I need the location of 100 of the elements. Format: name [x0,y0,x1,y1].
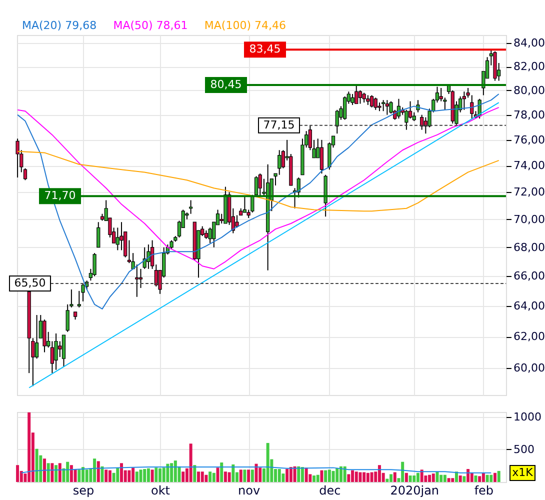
bar [104,470,108,482]
bar [490,474,493,482]
bar [412,475,416,482]
bar [497,470,500,482]
bar [146,468,150,482]
bar [328,470,331,482]
x-tick-label: nov [238,484,260,498]
bar [189,444,192,482]
line-series [17,106,500,270]
candlestick [54,332,58,370]
bar [66,462,70,482]
candlestick [408,100,412,120]
candlestick [374,97,378,110]
bar [462,476,466,482]
bar [428,474,432,482]
bar [58,463,62,482]
bar [466,468,470,482]
bar [470,472,474,482]
ref-line-label: 83,45 [249,42,281,56]
candlestick [189,200,193,214]
bar [324,470,328,482]
candlestick [358,90,362,104]
bar [286,468,289,482]
bar [74,468,77,482]
y-tick-label: 62,00 [514,330,545,344]
text: MA(50) 78,61 [113,19,188,32]
candlestick [96,222,100,248]
bar [224,472,227,482]
bar [478,476,482,482]
candlestick [382,100,386,112]
bar [354,472,358,482]
bar [220,462,224,482]
bar [212,472,216,482]
bar [266,442,270,482]
bar [336,468,339,482]
bar [312,475,316,482]
bar [390,474,393,482]
bar [35,448,38,482]
bar [443,474,446,482]
bar [228,472,231,482]
candlestick [34,314,39,360]
y-tick-label: 70,00 [514,212,545,226]
ref-line-label: 77,15 [263,118,295,132]
bar [120,463,123,482]
bar [300,467,304,482]
bar [347,474,350,482]
bar [416,472,420,482]
candlestick [92,252,96,277]
bar [436,472,439,482]
bar [474,475,478,482]
bar [393,472,396,482]
bar [401,462,404,482]
bar [332,470,335,482]
bar [370,472,374,482]
y-tick-label: 74,00 [514,159,545,172]
bar [278,468,281,482]
bar [154,468,158,482]
bar [250,470,254,482]
bar [454,472,458,482]
bar [174,460,177,482]
bar [93,458,96,482]
x-tick-label: sep [72,484,94,498]
y-tick-label: 76,00 [514,133,545,146]
x-tick-label: okt [151,484,170,498]
candlestick [62,334,66,368]
bar [232,464,235,482]
bar [482,472,485,482]
bar [243,470,246,482]
bar [182,472,185,482]
bar [378,465,381,482]
bar [42,458,46,482]
bar [297,466,300,482]
bar [440,474,443,482]
line-series [17,93,500,310]
ref-line-label: 71,70 [44,189,76,202]
bar [85,470,88,482]
bar [162,468,166,482]
y-tick-label: 66,00 [514,270,545,283]
bar [316,474,320,482]
bar [358,472,362,482]
bar [343,466,346,482]
y-tick-label: 1000 [514,410,542,424]
ref-line-label: 80,45 [210,78,242,91]
bar [351,470,354,482]
bar [320,470,324,482]
bar [150,470,154,482]
y-tick-label: 82,00 [514,60,545,74]
bar [16,465,20,482]
bar [254,464,258,482]
x-tick-label: 2020jan [390,484,440,498]
bar [208,472,212,482]
candlestick [354,85,358,104]
candlestick [343,96,347,120]
candlestick [462,91,466,110]
candlestick [235,214,239,228]
bar [408,475,412,482]
bar [304,468,308,482]
bar [493,472,496,482]
candlestick [366,94,370,106]
candlestick [16,138,20,178]
